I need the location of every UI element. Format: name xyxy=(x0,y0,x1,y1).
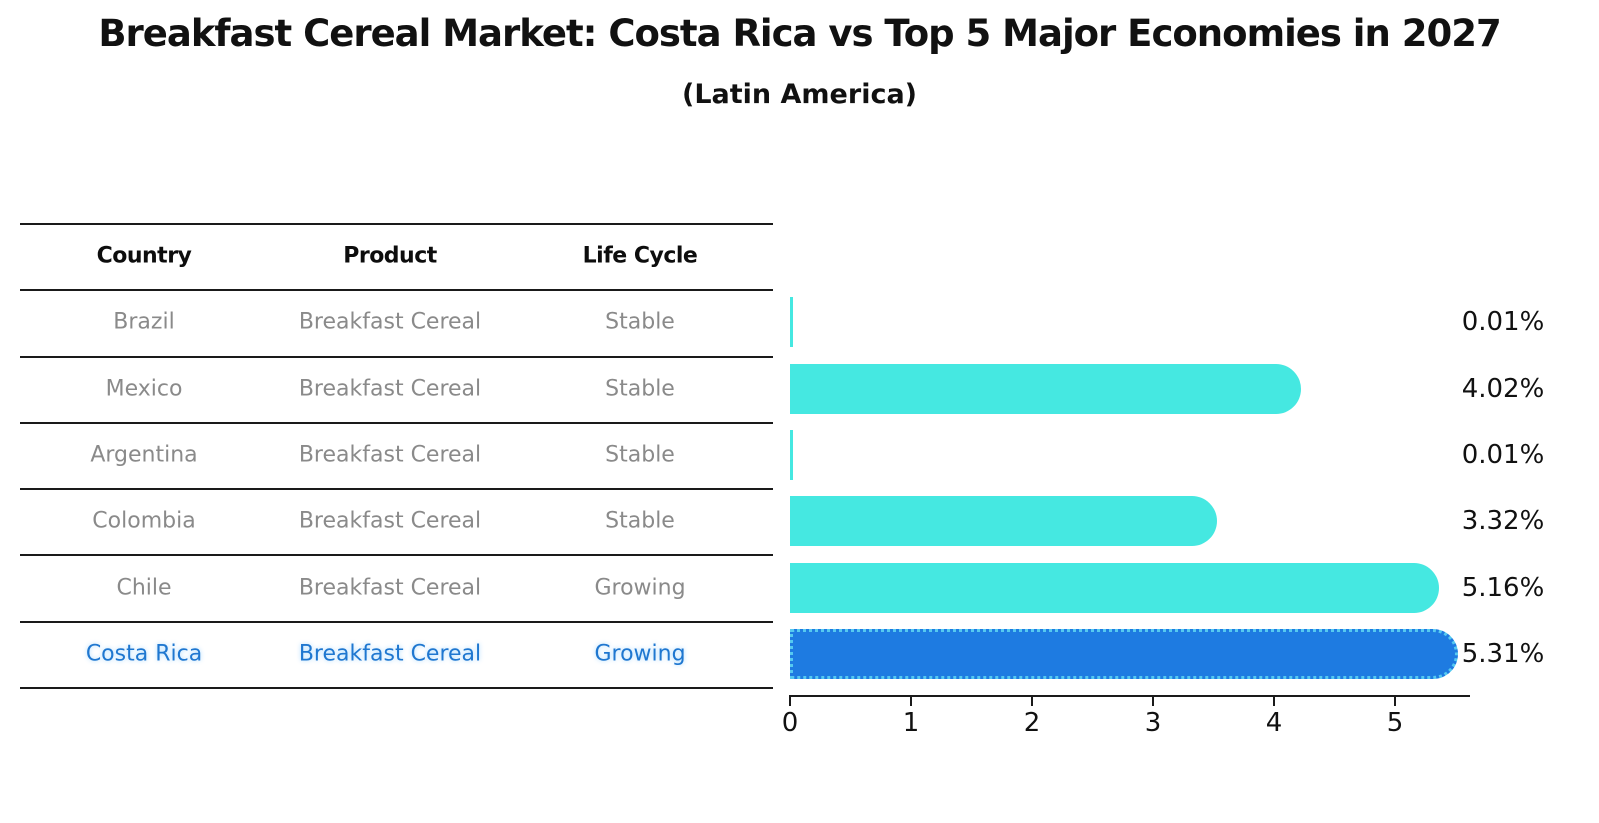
cell-life-cycle: Stable xyxy=(605,376,675,402)
bar-chile xyxy=(790,562,1440,613)
bar-mexico xyxy=(790,363,1302,414)
bar-argentina xyxy=(790,430,793,480)
column-header-product: Product xyxy=(343,243,437,269)
cell-product: Breakfast Cereal xyxy=(298,376,482,402)
x-axis-tick xyxy=(789,697,791,706)
cell-product: Breakfast Cereal xyxy=(298,641,482,667)
cell-country: Brazil xyxy=(113,309,175,335)
cell-country: Chile xyxy=(116,575,172,601)
bar-colombia xyxy=(790,496,1217,547)
bar-value-label: 0.01% xyxy=(1461,440,1545,470)
x-axis-tick xyxy=(1031,697,1033,706)
table-separator-line xyxy=(20,355,773,358)
cell-country: Colombia xyxy=(92,508,196,534)
cell-product: Breakfast Cereal xyxy=(298,508,482,534)
chart-title: Breakfast Cereal Market: Costa Rica vs T… xyxy=(98,12,1501,55)
bar-value-label: 5.16% xyxy=(1461,572,1545,603)
cell-life-cycle: Stable xyxy=(605,508,675,534)
x-axis-tick xyxy=(1394,697,1396,706)
x-axis-tick xyxy=(1273,697,1275,706)
bar-value-label: 4.02% xyxy=(1461,373,1545,404)
cell-product: Breakfast Cereal xyxy=(298,309,482,335)
x-axis-tick-label: 5 xyxy=(1386,708,1404,738)
bar-value-label: 5.31% xyxy=(1461,638,1545,669)
column-header-life-cycle: Life Cycle xyxy=(582,243,698,269)
table-separator-line xyxy=(20,289,773,292)
x-axis-tick-label: 1 xyxy=(902,708,920,738)
cell-country: Argentina xyxy=(90,442,198,468)
table-separator-line xyxy=(20,620,773,623)
bar-costa-rica xyxy=(790,628,1458,679)
bar-value-label: 3.32% xyxy=(1461,506,1545,537)
cell-country: Costa Rica xyxy=(85,641,203,667)
bar-value-label: 0.01% xyxy=(1461,307,1545,338)
table-separator-line xyxy=(20,687,773,689)
cell-life-cycle: Growing xyxy=(594,641,686,667)
bar-brazil xyxy=(790,297,793,348)
cell-country: Mexico xyxy=(105,376,183,402)
x-axis-tick xyxy=(910,697,912,706)
x-axis-tick-label: 4 xyxy=(1265,708,1283,738)
x-axis-tick-label: 3 xyxy=(1144,708,1162,738)
table-separator-line xyxy=(20,223,773,225)
x-axis-line xyxy=(789,695,1470,697)
table-separator-line xyxy=(20,421,773,424)
chart-subtitle: (Latin America) xyxy=(681,79,918,110)
x-axis-tick xyxy=(1152,697,1154,706)
cell-life-cycle: Stable xyxy=(605,309,675,335)
table-separator-line xyxy=(20,488,773,491)
table-separator-line xyxy=(20,554,773,557)
cell-product: Breakfast Cereal xyxy=(298,575,482,601)
cell-life-cycle: Growing xyxy=(594,575,686,601)
x-axis-tick-label: 0 xyxy=(781,708,799,738)
column-header-country: Country xyxy=(96,243,192,269)
cell-product: Breakfast Cereal xyxy=(298,442,482,468)
x-axis-tick-label: 2 xyxy=(1023,708,1041,738)
cell-life-cycle: Stable xyxy=(605,442,675,468)
